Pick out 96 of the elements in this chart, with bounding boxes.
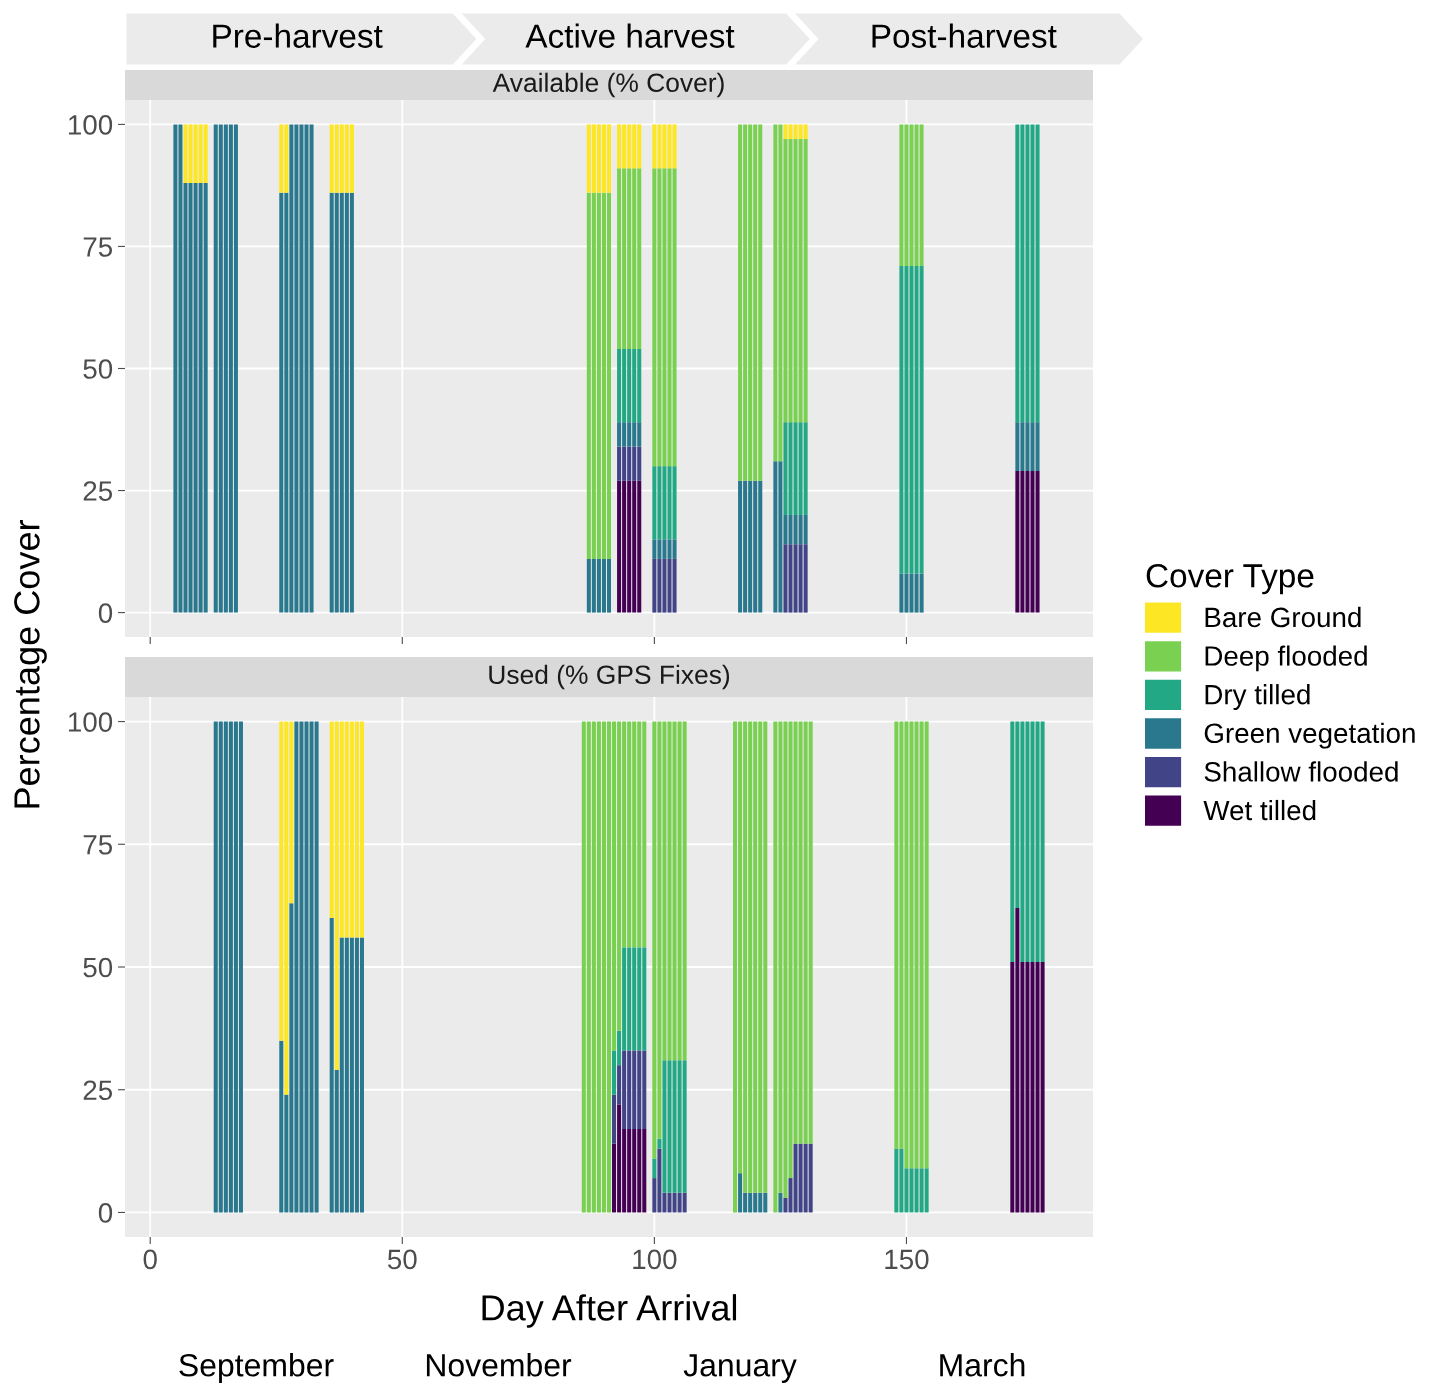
bar bbox=[803, 422, 808, 515]
bar bbox=[238, 721, 243, 1213]
y-tick-label: 75 bbox=[83, 835, 113, 855]
x-axis-title: Day After Arrival bbox=[482, 1294, 737, 1328]
bar bbox=[652, 124, 657, 169]
bar bbox=[919, 265, 924, 574]
bar bbox=[606, 192, 612, 559]
bar bbox=[808, 1143, 813, 1213]
legend-label: Wet tilled bbox=[1203, 799, 1316, 821]
bar bbox=[652, 558, 657, 613]
bar bbox=[617, 124, 622, 169]
bar bbox=[279, 192, 284, 613]
legend-label: Bare Ground bbox=[1205, 606, 1361, 628]
bar bbox=[773, 124, 778, 462]
bar bbox=[924, 1168, 929, 1213]
bar bbox=[314, 721, 319, 1213]
bar bbox=[359, 937, 364, 1213]
chart-title: Used (% GPS Fixes) bbox=[489, 664, 730, 690]
x-tick-label: 150 bbox=[885, 1249, 929, 1270]
bar bbox=[682, 1060, 687, 1193]
bar bbox=[808, 721, 813, 1144]
bar bbox=[803, 544, 808, 613]
bar bbox=[803, 514, 808, 545]
bar bbox=[652, 539, 657, 559]
text: Post-harvest bbox=[872, 23, 1057, 48]
legend-label: Deep flooded bbox=[1205, 645, 1367, 672]
bar bbox=[349, 124, 354, 193]
bar bbox=[738, 1173, 743, 1213]
legend-label: Green vegetation bbox=[1204, 722, 1415, 749]
bar bbox=[606, 124, 612, 193]
bar bbox=[773, 721, 778, 1213]
text: Pre-harvest bbox=[213, 23, 383, 48]
bar bbox=[203, 124, 208, 183]
bar bbox=[233, 124, 238, 613]
bar bbox=[773, 461, 778, 613]
bar bbox=[1015, 422, 1020, 472]
y-tick-label: 50 bbox=[83, 957, 113, 978]
bar bbox=[173, 124, 178, 613]
bar bbox=[606, 558, 612, 613]
bar bbox=[1040, 962, 1045, 1213]
bar bbox=[617, 168, 622, 349]
bar bbox=[682, 1192, 687, 1213]
y-tick-label: 25 bbox=[83, 481, 113, 501]
y-axis-title: Percentage Cover bbox=[14, 520, 47, 808]
legend-label: Shallow flooded bbox=[1204, 761, 1398, 782]
bar bbox=[1040, 721, 1045, 963]
bar bbox=[606, 721, 612, 1213]
bar bbox=[652, 721, 657, 1159]
y-tick-label: 0 bbox=[98, 1203, 113, 1223]
bar bbox=[899, 573, 904, 613]
bar bbox=[738, 480, 743, 613]
bar bbox=[652, 1158, 657, 1179]
bar bbox=[899, 265, 904, 574]
bar bbox=[349, 192, 354, 613]
bar bbox=[899, 124, 904, 266]
y-tick-label: 50 bbox=[83, 359, 113, 379]
bar bbox=[203, 182, 208, 613]
bar bbox=[617, 348, 622, 423]
bar bbox=[803, 124, 808, 140]
y-tick-label: 100 bbox=[68, 115, 113, 135]
bar bbox=[1015, 124, 1020, 423]
bar bbox=[279, 1040, 284, 1213]
x-tick-label: 0 bbox=[143, 1249, 157, 1270]
bar bbox=[652, 168, 657, 467]
x-tick-label: 50 bbox=[387, 1249, 417, 1270]
y-tick-label: 100 bbox=[68, 712, 113, 732]
bar bbox=[617, 480, 622, 613]
text: Active harvest bbox=[525, 23, 735, 48]
bar bbox=[1015, 471, 1020, 613]
chart-title: Available (% Cover) bbox=[492, 72, 724, 98]
bar bbox=[652, 466, 657, 540]
bar bbox=[778, 1192, 783, 1213]
bar bbox=[924, 721, 929, 1169]
bar bbox=[617, 446, 622, 481]
bar bbox=[359, 721, 364, 938]
legend-label: Dry tilled bbox=[1205, 684, 1310, 710]
y-tick-label: 25 bbox=[83, 1080, 113, 1101]
bar bbox=[682, 721, 687, 1061]
bar bbox=[919, 573, 924, 613]
bar bbox=[733, 721, 738, 1213]
text: September bbox=[179, 1353, 334, 1383]
bar bbox=[738, 124, 743, 481]
bar bbox=[803, 139, 808, 423]
text: March bbox=[940, 1353, 1025, 1377]
bar bbox=[1010, 721, 1015, 963]
bar bbox=[279, 124, 284, 193]
text: November bbox=[426, 1353, 572, 1377]
legend-title: Cover Type bbox=[1146, 564, 1314, 595]
bar bbox=[894, 721, 899, 1149]
bar bbox=[919, 124, 924, 266]
y-tick-label: 0 bbox=[98, 603, 113, 623]
text: January bbox=[683, 1354, 797, 1383]
bar bbox=[617, 422, 622, 447]
y-tick-label: 75 bbox=[83, 237, 113, 257]
bar bbox=[894, 1148, 899, 1213]
x-tick-label: 100 bbox=[633, 1249, 677, 1270]
